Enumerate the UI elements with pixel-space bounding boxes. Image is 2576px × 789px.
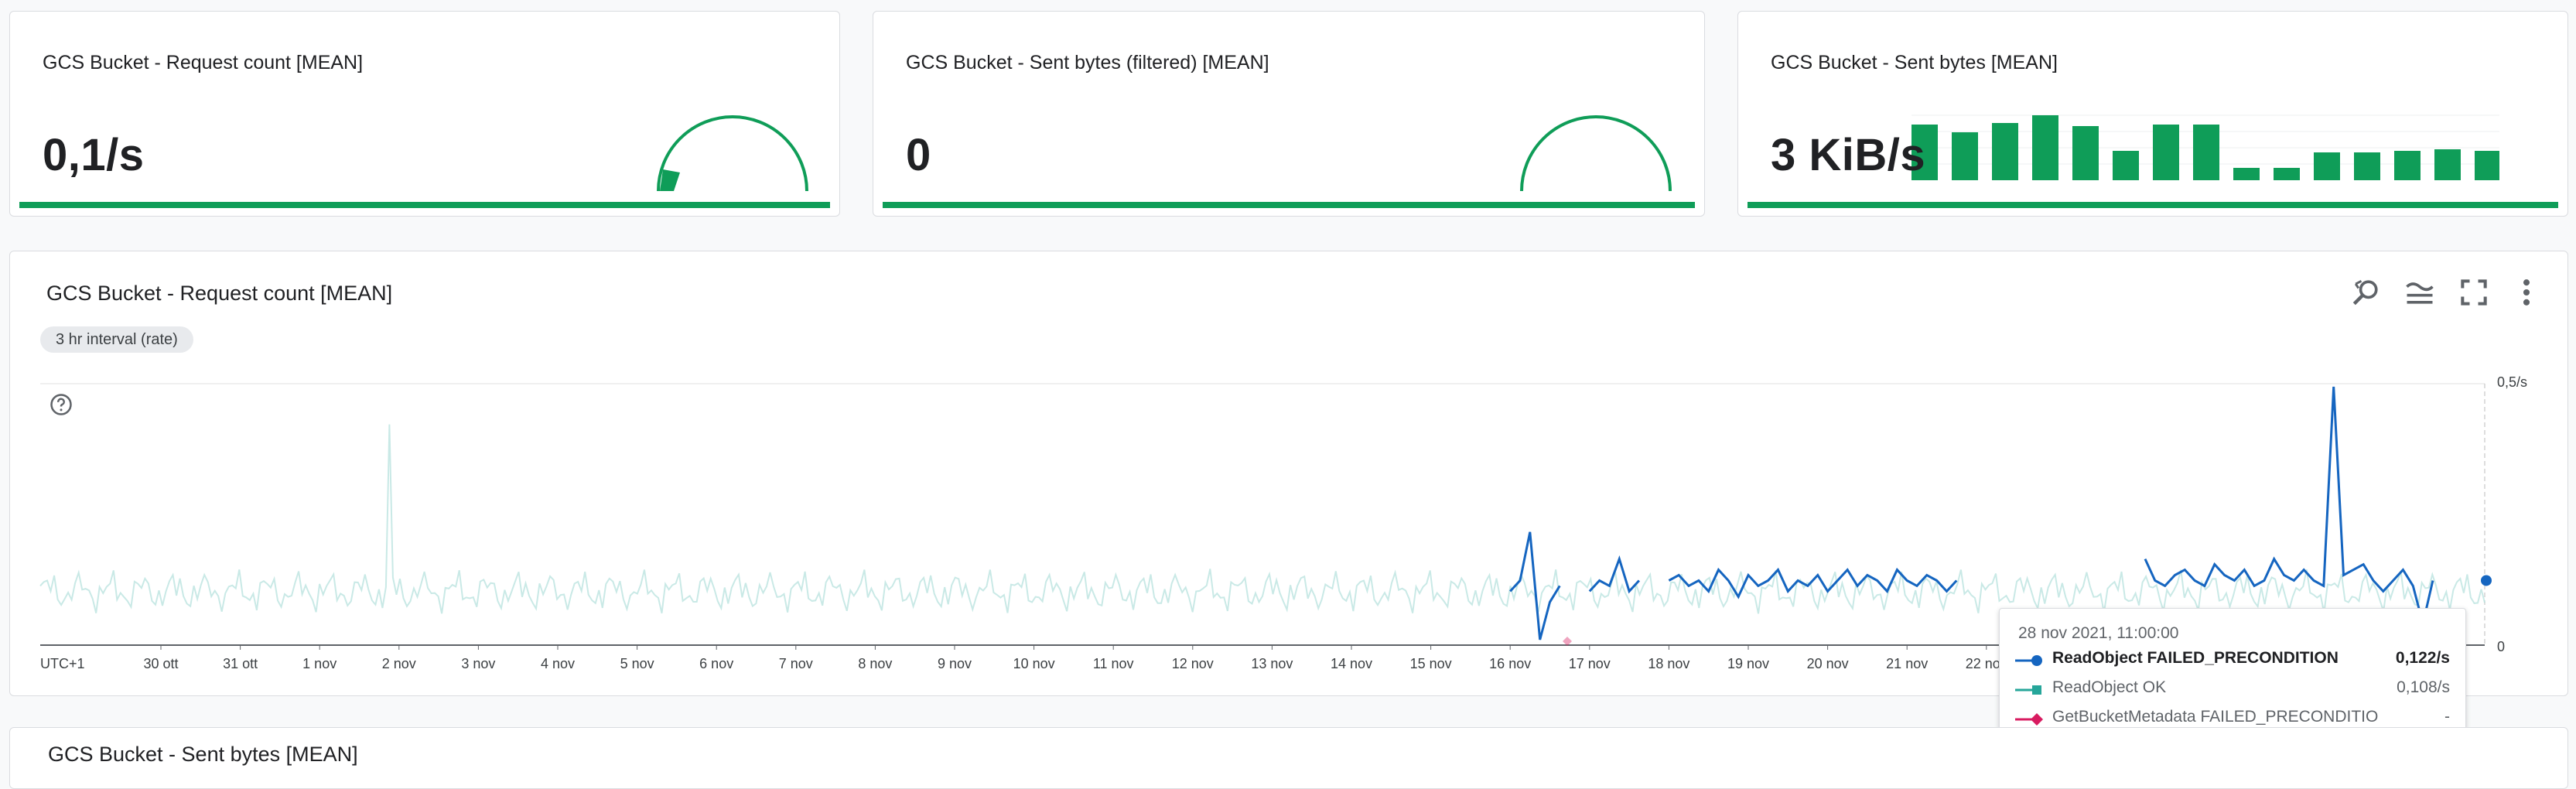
spark-bar — [2233, 168, 2260, 180]
spark-bar — [2032, 115, 2058, 180]
spark-bar — [2314, 152, 2340, 180]
x-tick-label: 19 nov — [1727, 656, 1769, 671]
spark-bar — [2274, 168, 2300, 180]
hover-point — [2481, 575, 2492, 586]
scorecard-bar — [1748, 202, 2558, 208]
tooltip-row: ReadObject FAILED_PRECONDITION 0,122/s — [2015, 647, 2450, 674]
scorecard-bar — [883, 202, 1695, 208]
tooltip-time: 28 nov 2021, 11:00:00 — [2018, 624, 2179, 642]
x-tick-label: 3 nov — [461, 656, 495, 671]
spark-bar — [1952, 132, 1978, 180]
chart-title: GCS Bucket - Request count [MEAN] — [46, 282, 393, 305]
x-tick-label: 12 nov — [1172, 656, 1214, 671]
zoom-reset-icon[interactable] — [2349, 275, 2383, 309]
spark-bar — [2153, 125, 2179, 180]
series-line-primary — [1588, 555, 1641, 594]
spark-bar — [2113, 151, 2139, 180]
scorecard-value: 0,1/s — [43, 130, 145, 180]
help-circle-icon[interactable] — [50, 393, 73, 416]
tooltip-series-value: 0,122/s — [2395, 649, 2450, 667]
series-marker-pink — [1563, 637, 1572, 646]
spark-bar — [2193, 125, 2219, 180]
x-tick-label: 6 nov — [699, 656, 733, 671]
tooltip-series-value: 0,108/s — [2397, 678, 2450, 696]
scorecard-sent-bytes-filtered[interactable]: GCS Bucket - Sent bytes (filtered) [MEAN… — [873, 11, 1705, 217]
scorecard-value: 0 — [906, 130, 931, 180]
chart-title: GCS Bucket - Sent bytes [MEAN] — [48, 743, 358, 766]
spark-bar — [2394, 151, 2421, 180]
tooltip-series-name: ReadObject OK — [2052, 678, 2167, 696]
scorecard-sent-bytes[interactable]: GCS Bucket - Sent bytes [MEAN] 3 KiB/s — [1737, 11, 2568, 217]
x-tick-label: 31 ott — [223, 656, 258, 671]
spark-bar — [1992, 123, 2018, 180]
x-tick-label: 20 nov — [1807, 656, 1849, 671]
scorecard-title: GCS Bucket - Sent bytes [MEAN] — [1771, 52, 2058, 73]
scorecard-bar — [19, 202, 830, 208]
x-tick-label: 7 nov — [779, 656, 813, 671]
legend-icon[interactable] — [2403, 275, 2437, 309]
x-tick-label: 16 nov — [1489, 656, 1531, 671]
spark-bar — [2475, 151, 2499, 180]
x-tick-label: 11 nov — [1093, 656, 1134, 671]
y-tick-label: 0,5/s — [2497, 374, 2527, 390]
x-tick-label: 13 nov — [1251, 656, 1293, 671]
x-tick-label: 2 nov — [382, 656, 416, 671]
tooltip-row: GetBucketMetadata FAILED_PRECONDITIO - — [2015, 706, 2450, 733]
x-tick-label: 9 nov — [938, 656, 972, 671]
tooltip-series-name: ReadObject FAILED_PRECONDITION — [2052, 649, 2339, 667]
x-tick-label: 1 nov — [302, 656, 337, 671]
x-tick-label: 10 nov — [1013, 656, 1055, 671]
scorecard-title: GCS Bucket - Sent bytes (filtered) [MEAN… — [906, 52, 1269, 73]
spark-bar — [2434, 149, 2461, 180]
square-marker-icon — [2015, 685, 2041, 695]
more-vert-icon[interactable] — [2509, 275, 2544, 309]
x-tick-label: 21 nov — [1886, 656, 1928, 671]
timezone-label: UTC+1 — [40, 656, 85, 671]
x-tick-label: 18 nov — [1648, 656, 1689, 671]
gauge — [657, 115, 808, 192]
x-tick-label: 15 nov — [1410, 656, 1452, 671]
scorecard-title: GCS Bucket - Request count [MEAN] — [43, 52, 364, 73]
series-line-primary — [2144, 386, 2434, 624]
series-line-faded — [39, 424, 2485, 614]
x-tick-label: 14 nov — [1331, 656, 1372, 671]
x-tick-label: 22 nov — [1966, 656, 2007, 671]
tooltip-series-value: - — [2444, 708, 2450, 726]
series-line-primary — [1509, 531, 1561, 640]
diamond-marker-icon — [2015, 713, 2043, 726]
y-tick-label: 0 — [2497, 639, 2505, 654]
interval-chip[interactable]: 3 hr interval (rate) — [40, 326, 193, 353]
x-tick-label: 30 ott — [143, 656, 178, 671]
scorecard-request-count[interactable]: GCS Bucket - Request count [MEAN] 0,1/s — [9, 11, 840, 217]
spark-bar — [2072, 126, 2099, 180]
x-tick-label: 8 nov — [858, 656, 892, 671]
spark-bar — [2354, 152, 2380, 180]
spark-bar — [1912, 125, 1938, 180]
x-tick-label: 5 nov — [620, 656, 654, 671]
series-line-primary — [1668, 567, 1958, 599]
x-tick-label: 4 nov — [541, 656, 575, 671]
gauge — [1520, 115, 1672, 192]
fullscreen-icon[interactable] — [2457, 275, 2491, 309]
x-tick-label: 17 nov — [1569, 656, 1611, 671]
chart-card-sent-bytes — [9, 727, 2568, 789]
tooltip-row: ReadObject OK 0,108/s — [2015, 677, 2450, 703]
scorecard-value: 3 KiB/s — [1771, 130, 1926, 180]
sparkline — [1912, 114, 2499, 180]
circle-marker-icon — [2015, 655, 2042, 666]
tooltip-series-name: GetBucketMetadata FAILED_PRECONDITIO — [2052, 708, 2379, 726]
line-chart[interactable]: 0,5/s 0 UTC+1 30 ott 31 ott 1 nov 2 nov 3 nov 4 … — [0, 0, 2576, 763]
